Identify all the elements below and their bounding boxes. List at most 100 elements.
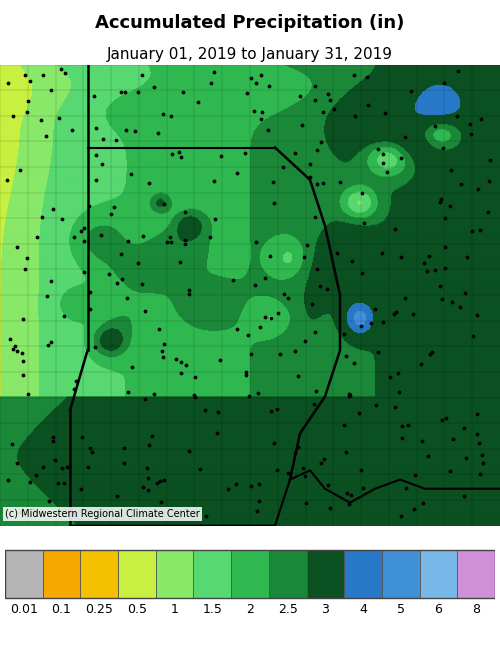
Point — [8, 110, 16, 121]
Point — [48, 204, 56, 214]
Point — [300, 252, 308, 263]
Point — [4, 175, 12, 185]
Point — [91, 341, 99, 352]
Text: January 01, 2019 to January 31, 2019: January 01, 2019 to January 31, 2019 — [107, 48, 393, 63]
Point — [80, 223, 88, 233]
Point — [50, 455, 58, 466]
Point — [466, 119, 474, 130]
Point — [252, 77, 260, 88]
Point — [38, 462, 46, 473]
Point — [374, 347, 382, 357]
Point — [358, 483, 366, 493]
Point — [23, 253, 31, 264]
Point — [390, 224, 398, 234]
Point — [9, 344, 17, 354]
Bar — [420, 550, 458, 598]
Point — [78, 432, 86, 442]
Point — [166, 232, 174, 243]
Point — [312, 386, 320, 396]
Point — [92, 150, 100, 160]
Point — [26, 477, 34, 487]
Point — [340, 328, 347, 339]
Text: 0.1: 0.1 — [52, 604, 72, 617]
Point — [420, 257, 428, 268]
Point — [21, 264, 29, 275]
Point — [440, 242, 448, 252]
Point — [118, 86, 126, 97]
Point — [118, 273, 126, 284]
Point — [486, 155, 494, 165]
Point — [419, 497, 427, 508]
Point — [270, 198, 278, 208]
Bar — [458, 550, 495, 598]
Text: Accumulated Precipitation (in): Accumulated Precipitation (in) — [96, 14, 405, 32]
Point — [138, 482, 146, 492]
Point — [70, 383, 78, 393]
Point — [80, 266, 88, 277]
Point — [357, 321, 365, 331]
Point — [118, 249, 126, 259]
Point — [172, 354, 180, 364]
Point — [426, 251, 434, 261]
Point — [55, 113, 63, 123]
Point — [178, 368, 186, 378]
Point — [182, 360, 190, 370]
Point — [372, 399, 380, 410]
Point — [160, 199, 168, 210]
Point — [206, 78, 214, 88]
Text: 2: 2 — [246, 604, 254, 617]
Point — [160, 475, 168, 485]
Point — [14, 346, 22, 356]
Point — [154, 478, 162, 488]
Point — [68, 125, 76, 135]
Bar — [80, 550, 118, 598]
Point — [320, 107, 328, 117]
Text: 0.5: 0.5 — [127, 604, 147, 617]
Point — [92, 175, 100, 185]
Point — [267, 406, 275, 417]
Point — [54, 478, 62, 488]
Point — [333, 248, 341, 258]
Point — [463, 252, 471, 262]
Point — [70, 508, 78, 518]
Point — [310, 399, 318, 410]
Point — [20, 370, 28, 381]
Point — [142, 394, 150, 404]
Point — [397, 252, 405, 263]
Point — [156, 476, 164, 486]
Text: 2.5: 2.5 — [278, 604, 297, 617]
Point — [374, 144, 382, 154]
Point — [255, 479, 263, 490]
Point — [47, 275, 55, 286]
Point — [32, 470, 40, 481]
Point — [84, 461, 92, 471]
Point — [105, 270, 113, 280]
Bar — [5, 550, 495, 598]
Point — [234, 168, 241, 179]
Point — [167, 237, 175, 247]
Point — [90, 90, 98, 101]
Point — [381, 108, 389, 118]
Point — [426, 348, 434, 359]
Point — [267, 313, 275, 324]
Point — [468, 226, 476, 237]
Point — [154, 128, 162, 138]
Point — [380, 158, 388, 168]
Point — [97, 511, 105, 521]
Point — [242, 370, 250, 380]
Point — [21, 70, 29, 80]
Point — [233, 324, 241, 334]
Point — [440, 143, 448, 153]
Point — [92, 123, 100, 134]
Point — [378, 248, 386, 258]
Bar — [306, 550, 344, 598]
Point — [479, 458, 487, 468]
Point — [346, 389, 354, 399]
Point — [150, 388, 158, 399]
Point — [446, 466, 454, 476]
Point — [402, 132, 409, 143]
Point — [13, 458, 21, 468]
Point — [180, 207, 188, 217]
Point — [383, 167, 391, 177]
Point — [131, 126, 139, 137]
